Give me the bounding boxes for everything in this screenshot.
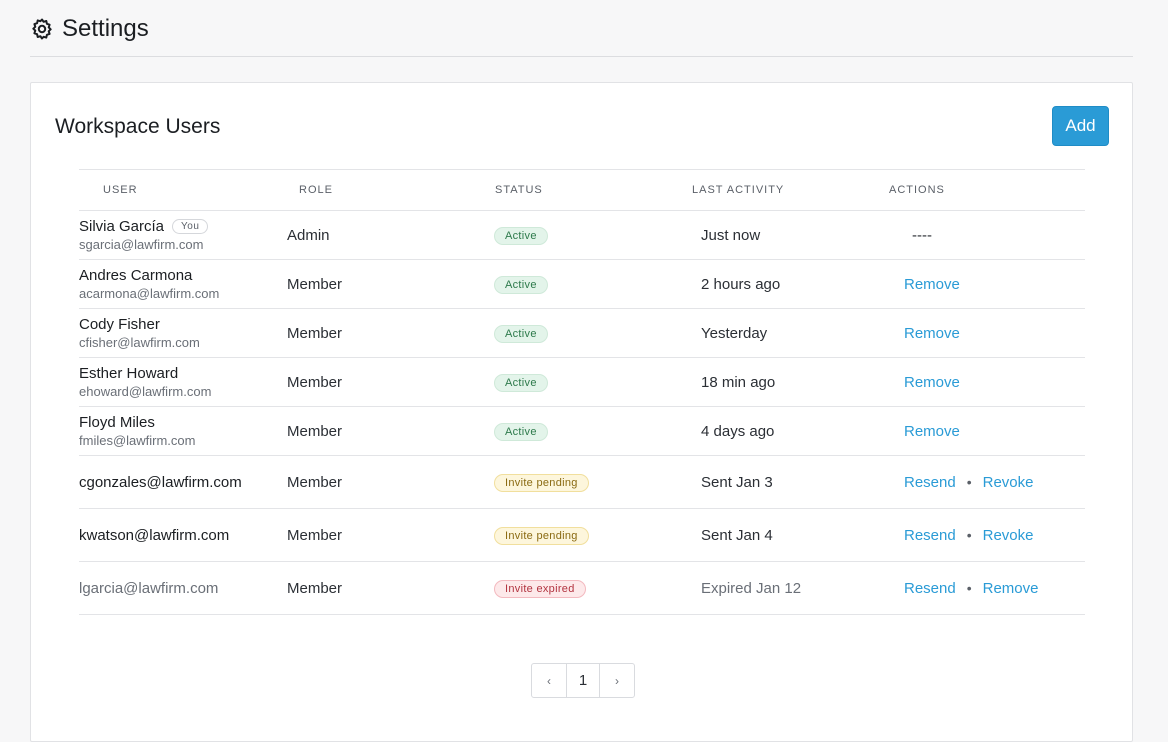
user-role: Member xyxy=(287,324,343,342)
status-badge: Active xyxy=(494,324,548,343)
user-role: Member xyxy=(287,275,343,293)
invite-email: kwatson@lawfirm.com xyxy=(79,526,230,544)
user-role: Member xyxy=(287,579,343,597)
status-badge: Invite pending xyxy=(494,526,589,545)
table-row: Silvia García You sgarcia@lawfirm.com Ad… xyxy=(79,211,1085,260)
user-email: cfisher@lawfirm.com xyxy=(79,335,200,350)
last-activity: Yesterday xyxy=(701,324,768,342)
separator-dot: • xyxy=(966,527,972,543)
resend-invite-link[interactable]: Resend xyxy=(904,579,956,597)
last-activity: Expired Jan 12 xyxy=(701,579,802,597)
user-role: Member xyxy=(287,473,343,491)
chevron-right-icon[interactable]: › xyxy=(615,673,619,688)
table-row: Cody Fisher cfisher@lawfirm.com Member A… xyxy=(79,309,1085,358)
page-header: Settings xyxy=(30,14,1133,57)
table-row: Andres Carmona acarmona@lawfirm.com Memb… xyxy=(79,260,1085,309)
user-cell: Floyd Miles fmiles@lawfirm.com xyxy=(79,414,287,448)
status-badge: Invite expired xyxy=(494,579,586,598)
revoke-invite-link[interactable]: Revoke xyxy=(982,473,1034,491)
user-name: Cody Fisher xyxy=(79,316,160,333)
users-table: USER ROLE STATUS LAST ACTIVITY ACTIONS S… xyxy=(79,169,1085,615)
last-activity: 4 days ago xyxy=(701,422,775,440)
last-activity: 18 min ago xyxy=(701,373,776,391)
user-name: Andres Carmona xyxy=(79,267,193,284)
resend-invite-link[interactable]: Resend xyxy=(904,526,956,544)
user-cell: Cody Fisher cfisher@lawfirm.com xyxy=(79,316,287,350)
status-badge: Active xyxy=(494,422,548,441)
header-last-activity: LAST ACTIVITY xyxy=(692,184,785,196)
table-row: cgonzales@lawfirm.com Member Invite pend… xyxy=(79,456,1085,509)
separator-dot: • xyxy=(966,580,972,596)
separator-dot: • xyxy=(966,474,972,490)
last-activity: Sent Jan 3 xyxy=(701,473,773,491)
user-role: Admin xyxy=(287,226,330,244)
status-badge: Invite pending xyxy=(494,473,589,492)
user-role: Member xyxy=(287,373,343,391)
table-row: kwatson@lawfirm.com Member Invite pendin… xyxy=(79,509,1085,562)
user-email: acarmona@lawfirm.com xyxy=(79,286,220,301)
no-action-placeholder: ---- xyxy=(912,226,932,244)
workspace-users-card: Workspace Users Add USER ROLE STATUS LAS… xyxy=(30,82,1133,742)
table-row: lgarcia@lawfirm.com Member Invite expire… xyxy=(79,562,1085,615)
table-row: Esther Howard ehoward@lawfirm.com Member… xyxy=(79,358,1085,407)
user-role: Member xyxy=(287,422,343,440)
page-number-button[interactable]: 1 xyxy=(566,664,600,697)
remove-user-link[interactable]: Remove xyxy=(904,422,960,440)
user-email: fmiles@lawfirm.com xyxy=(79,433,196,448)
user-email: ehoward@lawfirm.com xyxy=(79,384,212,399)
card-title: Workspace Users xyxy=(55,115,221,138)
table-row: Floyd Miles fmiles@lawfirm.com Member Ac… xyxy=(79,407,1085,456)
resend-invite-link[interactable]: Resend xyxy=(904,473,956,491)
header-status: STATUS xyxy=(495,184,543,196)
page-title: Settings xyxy=(62,15,149,42)
user-name: Floyd Miles xyxy=(79,414,155,431)
user-cell: Andres Carmona acarmona@lawfirm.com xyxy=(79,267,287,301)
remove-user-link[interactable]: Remove xyxy=(904,324,960,342)
user-name: Esther Howard xyxy=(79,365,179,382)
invite-email: lgarcia@lawfirm.com xyxy=(79,579,219,597)
status-badge: Active xyxy=(494,275,548,294)
revoke-invite-link[interactable]: Revoke xyxy=(982,526,1034,544)
remove-user-link[interactable]: Remove xyxy=(904,275,960,293)
header-user: USER xyxy=(103,184,138,196)
user-email: sgarcia@lawfirm.com xyxy=(79,237,204,252)
user-role: Member xyxy=(287,526,343,544)
header-actions: ACTIONS xyxy=(889,184,945,196)
pagination: ‹ 1 › xyxy=(531,663,635,698)
table-header: USER ROLE STATUS LAST ACTIVITY ACTIONS xyxy=(79,170,1085,211)
user-cell: Esther Howard ehoward@lawfirm.com xyxy=(79,365,287,399)
status-badge: Active xyxy=(494,373,548,392)
status-badge: Active xyxy=(494,226,548,245)
chevron-left-icon[interactable]: ‹ xyxy=(547,673,551,688)
last-activity: Just now xyxy=(701,226,761,244)
user-cell: Silvia García You sgarcia@lawfirm.com xyxy=(79,218,287,252)
gear-icon xyxy=(32,18,52,40)
header-role: ROLE xyxy=(299,184,333,196)
last-activity: 2 hours ago xyxy=(701,275,781,293)
remove-invite-link[interactable]: Remove xyxy=(982,579,1039,597)
user-name: Silvia García xyxy=(79,218,165,235)
add-user-button[interactable]: Add xyxy=(1052,106,1109,146)
invite-email: cgonzales@lawfirm.com xyxy=(79,473,242,491)
last-activity: Sent Jan 4 xyxy=(701,526,773,544)
you-badge: You xyxy=(172,219,209,234)
remove-user-link[interactable]: Remove xyxy=(904,373,960,391)
